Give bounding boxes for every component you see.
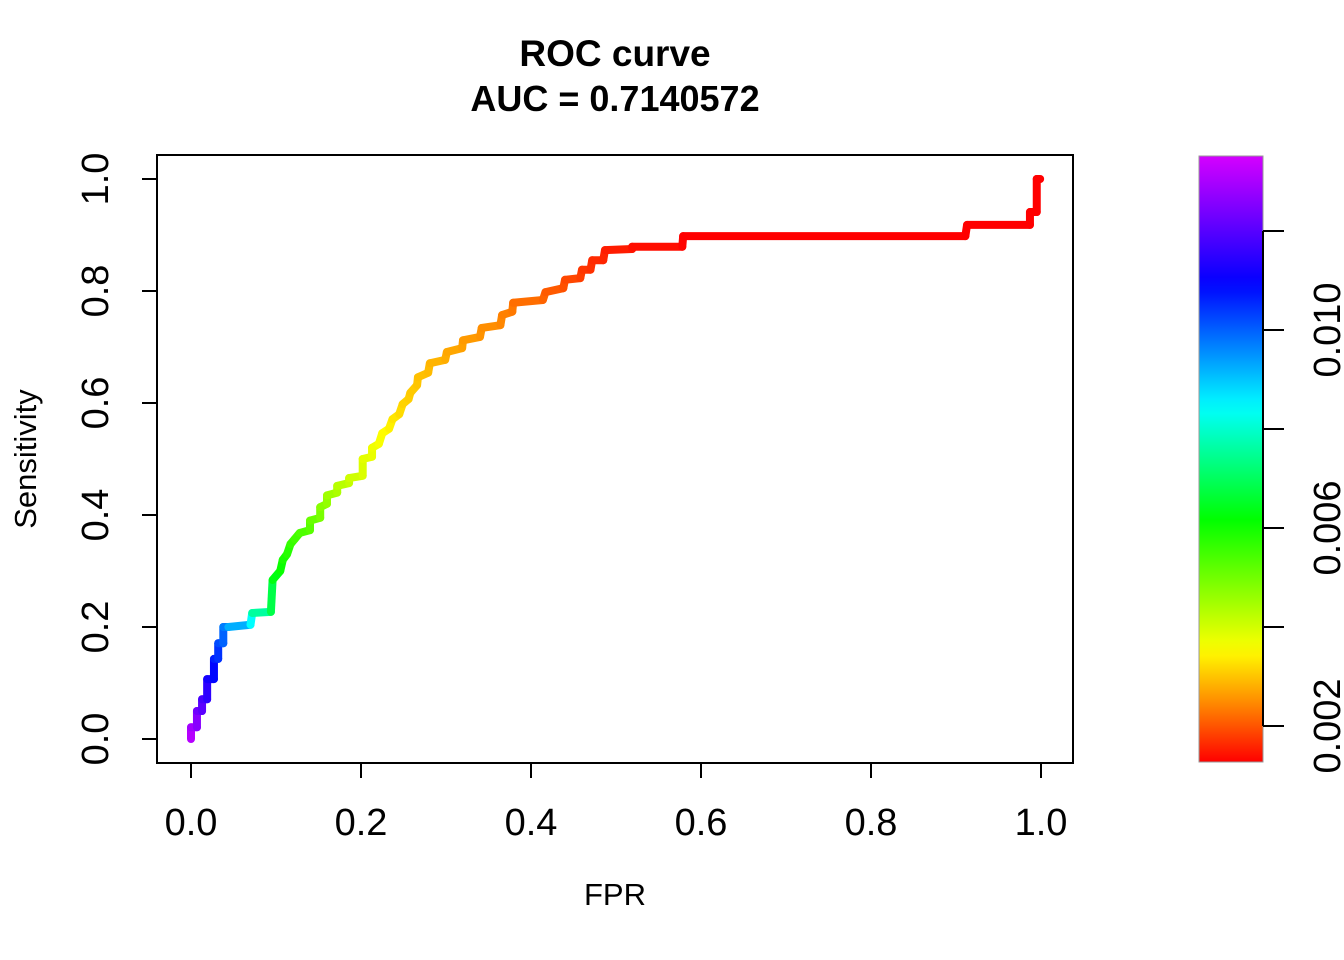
- y-tick-label: 0.0: [75, 713, 117, 766]
- x-tick-label: 0.0: [165, 802, 218, 844]
- x-tick-label: 0.4: [505, 802, 558, 844]
- y-tick-label: 1.0: [75, 153, 117, 206]
- colorbar-tick-label: 0.002: [1307, 678, 1344, 773]
- roc-curve-segment: [266, 575, 277, 616]
- x-axis-ticks: 0.0 0.2 0.4 0.6 0.8 1.0: [165, 763, 1068, 844]
- roc-curve-segment: [600, 245, 637, 255]
- x-axis-label: FPR: [584, 877, 646, 912]
- y-axis-ticks: 0.0 0.2 0.4 0.6 0.8 1.0: [75, 153, 157, 766]
- x-tick-label: 0.6: [675, 802, 728, 844]
- colorbar-tick-label: 0.010: [1307, 282, 1344, 377]
- colorbar-tick-label: 0.006: [1307, 480, 1344, 575]
- colorbar-ticks: 0.002 0.006 0.010: [1263, 230, 1344, 774]
- x-tick-label: 1.0: [1015, 802, 1068, 844]
- x-tick-label: 0.8: [845, 802, 898, 844]
- plot-area: 0.0 0.2 0.4 0.6 0.8 1.0 0.0 0.2 0.4 0.6 0.8 1.0: [75, 153, 1074, 844]
- y-axis-label: Sensitivity: [8, 389, 43, 529]
- plot-box: [156, 154, 1074, 764]
- roc-curve: [187, 175, 1045, 743]
- roc-curve-segment: [509, 295, 547, 307]
- y-tick-label: 0.2: [75, 601, 117, 654]
- y-tick-label: 0.8: [75, 265, 117, 318]
- colorbar-gradient-bar: [1198, 155, 1264, 763]
- y-tick-label: 0.6: [75, 377, 117, 430]
- colorbar-legend: 0.002 0.006 0.010: [1198, 155, 1344, 774]
- x-tick-label: 0.2: [335, 802, 388, 844]
- y-tick-label: 0.4: [75, 489, 117, 542]
- chart-subtitle: AUC = 0.7140572: [470, 78, 759, 119]
- chart-title: ROC curve: [519, 33, 710, 74]
